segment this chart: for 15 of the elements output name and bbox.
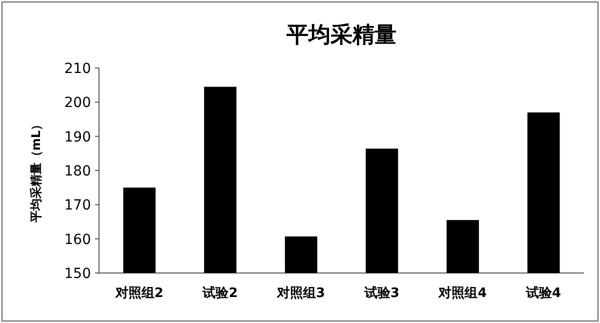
x-tick-label: 对照组4 xyxy=(438,286,487,301)
y-tick-label: 160 xyxy=(64,232,91,248)
x-tick-label: 试验3 xyxy=(363,285,400,301)
y-tick-label: 170 xyxy=(64,198,91,214)
y-tick-label: 190 xyxy=(64,129,91,146)
chart-title: 平均采精量 xyxy=(286,23,396,48)
x-tick-label: 试验4 xyxy=(525,285,562,301)
x-tick-label: 对照组3 xyxy=(276,286,326,301)
y-axis-title: 平均采精量（mL） xyxy=(29,118,43,224)
y-tick-label: 210 xyxy=(64,61,91,77)
y-tick-label: 180 xyxy=(64,164,91,180)
y-tick-label: 200 xyxy=(64,95,91,112)
x-tick-label: 试验2 xyxy=(202,285,238,301)
x-tick-label: 对照组2 xyxy=(114,286,164,301)
y-tick-label: 150 xyxy=(64,266,91,282)
